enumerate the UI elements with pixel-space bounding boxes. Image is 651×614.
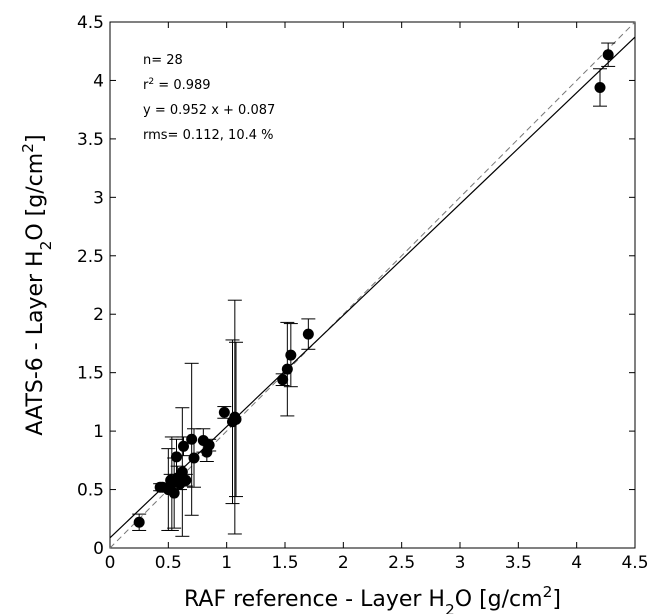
x-tick-label: 0.5 [155,553,182,573]
text-part: O [g/cm [455,587,543,612]
point [230,413,242,425]
rich-text: y = 0.952 x + 0.087 [143,103,275,118]
y-tick-label: 4.5 [77,13,104,33]
point [203,439,215,451]
y-tick-label: 3.5 [77,130,104,150]
point [302,328,314,340]
x-tick-label: 4.5 [621,553,648,573]
y-tick-label: 2.5 [77,247,104,267]
y-tick-label: 0 [93,539,104,559]
point [594,81,606,93]
rich-text: AATS-6 - Layer H2O [g/cm2] [19,134,55,435]
x-tick-label: 4 [571,553,582,573]
text-part: O [g/cm [23,153,48,241]
point [602,49,614,61]
y-tick-label: 4 [93,71,104,91]
text-part: r [143,78,149,93]
rich-text: rms= 0.112, 10.4 % [143,128,274,143]
x-tick-label: 3 [455,553,466,573]
point [171,451,182,463]
y-tick-label: 1 [93,422,104,442]
text-part: 2 [37,241,55,251]
x-tick-label: 0 [105,553,116,573]
point [218,406,230,418]
y-tick-label: 1.5 [77,364,104,384]
y-tick-label: 3 [93,188,104,208]
x-tick-label: 2.5 [388,553,415,573]
text-part: y = 0.952 x + 0.087 [143,103,275,118]
text-part: ] [552,587,561,612]
x-tick-label: 2 [338,553,349,573]
point [281,363,293,375]
plot-frame [109,21,636,549]
point [188,452,200,464]
text-part: RAF reference - Layer H [184,587,445,612]
text-part: ] [23,134,48,143]
text-part: 2 [445,601,455,614]
point [178,440,189,452]
text-part: 2 [543,583,553,601]
text-part: AATS-6 - Layer H [23,250,48,435]
y-tick-label: 2 [93,305,104,325]
y-tick-label: 0.5 [77,481,104,501]
point [285,349,297,361]
rich-text: n= 28 [143,53,183,68]
rich-text: RAF reference - Layer H2O [g/cm2] [184,583,561,614]
text-part: 2 [148,77,154,87]
x-tick-label: 1.5 [271,553,298,573]
rich-text: r2 = 0.989 [143,77,211,93]
point [133,516,145,528]
text-part: n= 28 [143,53,183,68]
text-part: = 0.989 [154,78,210,93]
text-part: 2 [19,143,37,153]
x-tick-label: 3.5 [505,553,532,573]
point [186,433,198,445]
x-tick-label: 1 [221,553,232,573]
point [168,487,180,499]
text-part: rms= 0.112, 10.4 % [143,128,274,143]
point [277,374,289,386]
point [180,474,192,486]
